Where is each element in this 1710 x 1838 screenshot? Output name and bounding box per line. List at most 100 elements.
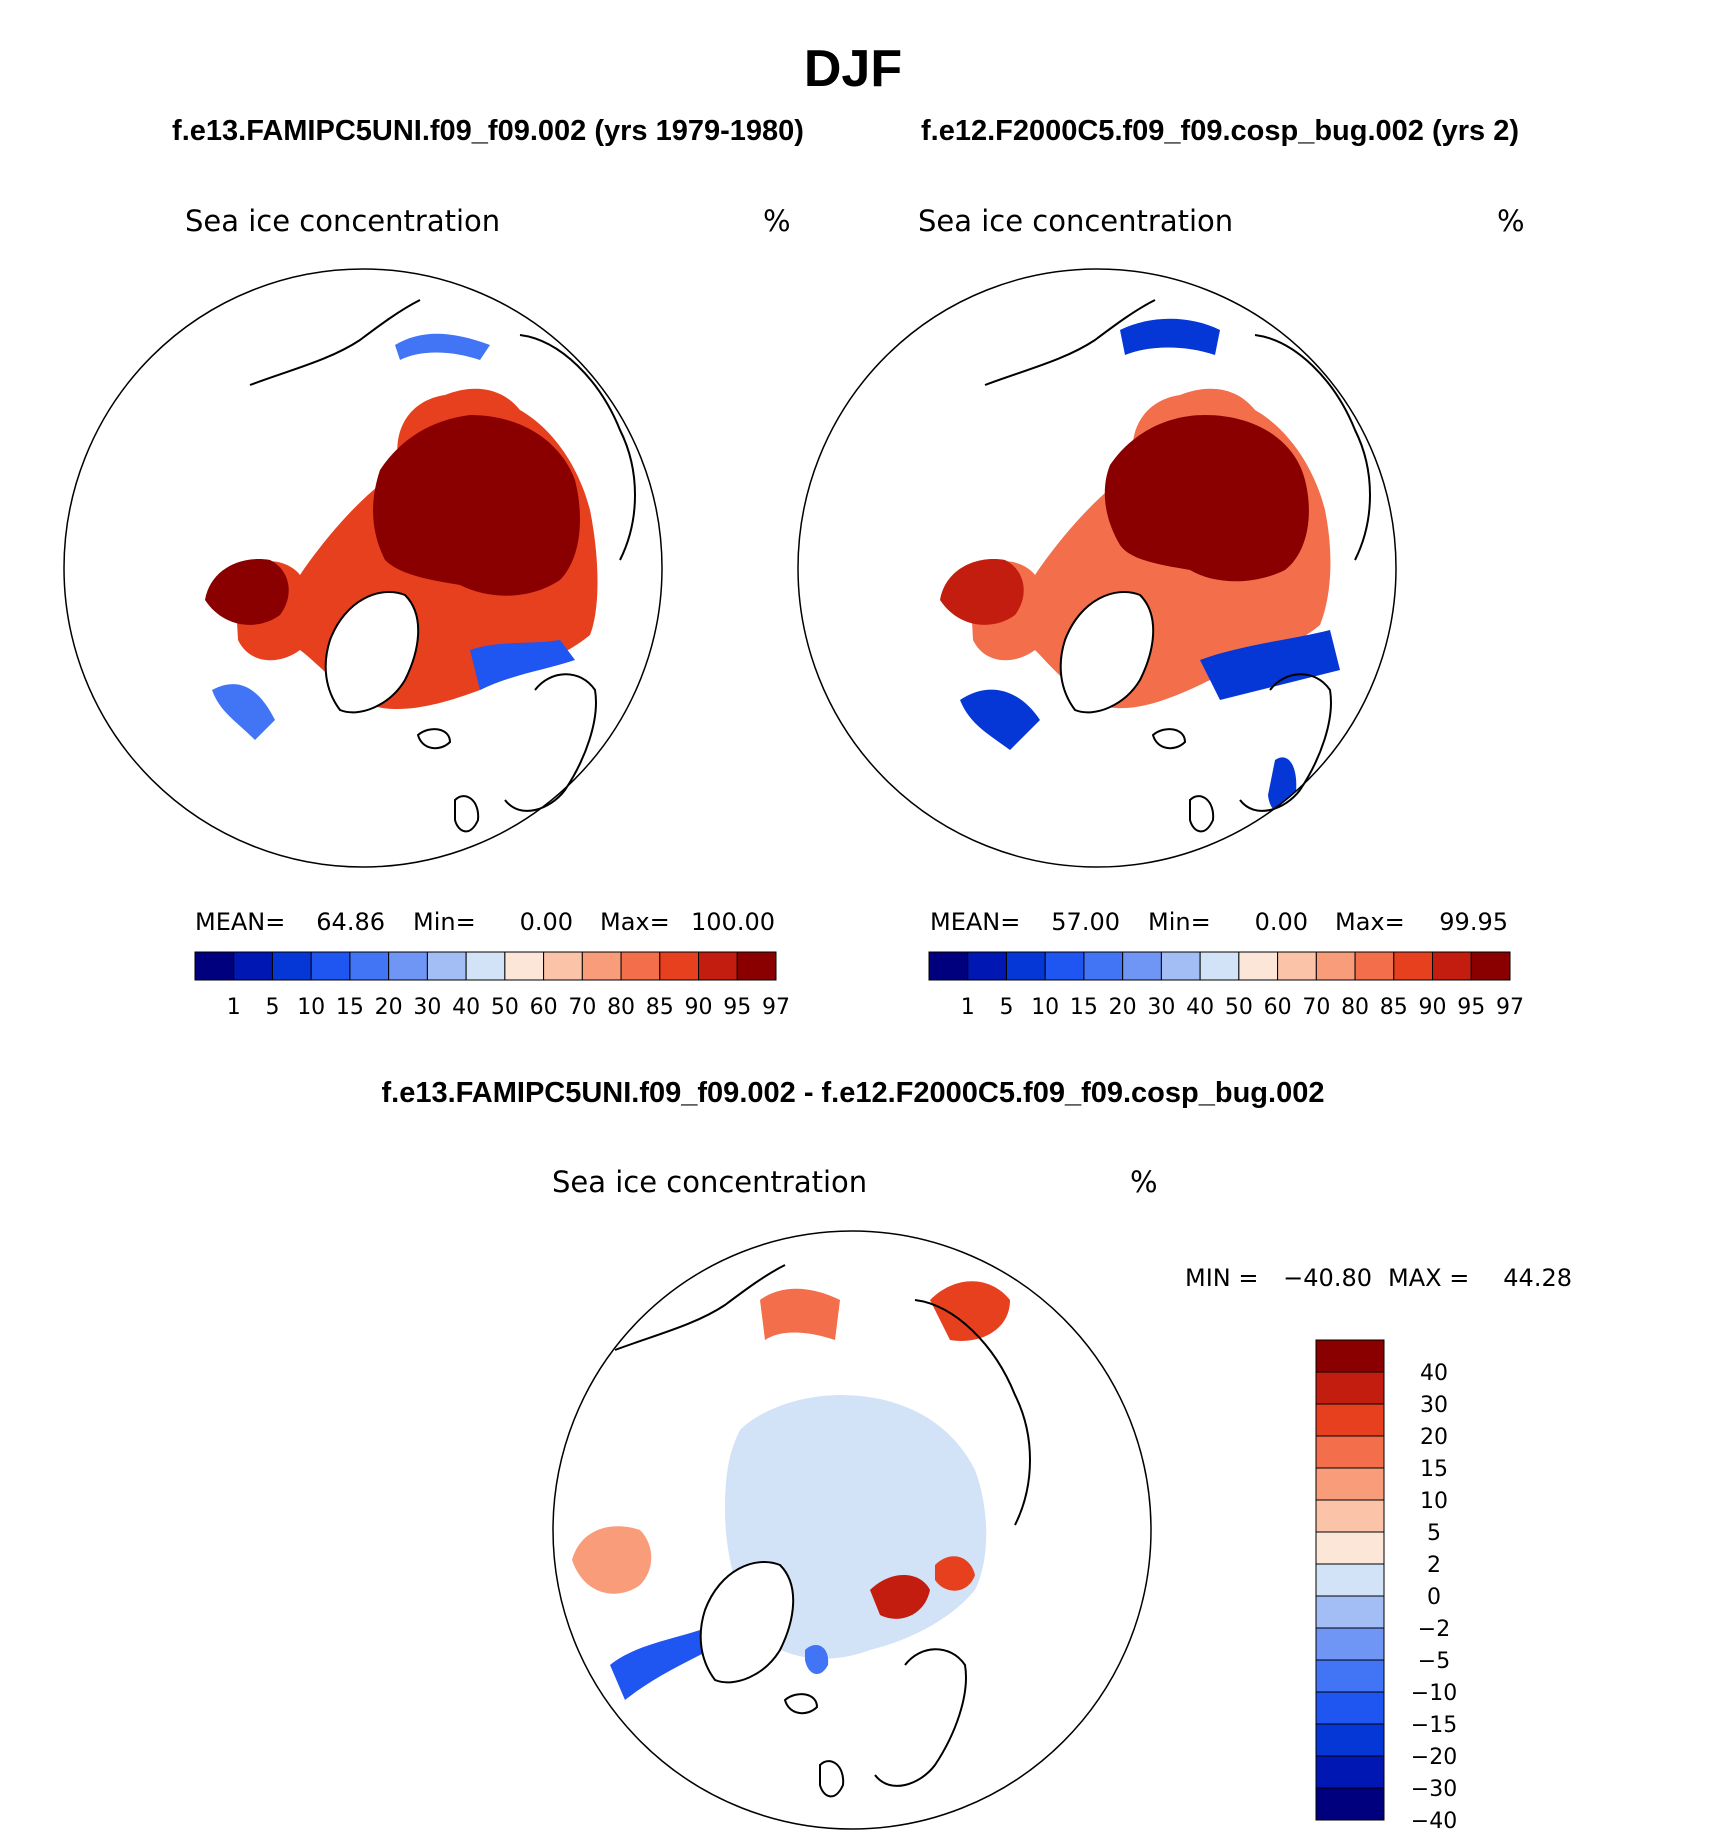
- colorbar-swatch: [1005, 951, 1046, 981]
- colorbar-tick-label: 5: [265, 995, 279, 1020]
- colorbar-tick-label: 5: [1427, 1521, 1441, 1546]
- ice-edge-atlantic: [470, 640, 575, 690]
- colorbar-swatch: [1238, 951, 1279, 981]
- colorbar-swatch: [967, 951, 1007, 981]
- ice-field-core: [373, 415, 580, 596]
- colorbar-swatch: [349, 951, 390, 981]
- colorbar-tick-label: 40: [1420, 1361, 1448, 1386]
- colorbar-tick-label: 0: [1427, 1585, 1441, 1610]
- colorbar-tick-label: 30: [413, 995, 441, 1020]
- colorbar-tick-label: 80: [1341, 995, 1369, 1020]
- colorbar-tick-label: 85: [1380, 995, 1408, 1020]
- panel-1-map: [63, 268, 663, 868]
- panel-2-variable-label: Sea ice concentration: [918, 204, 1233, 238]
- colorbar-swatch: [620, 951, 661, 981]
- colorbar-tick-label: 30: [1420, 1393, 1448, 1418]
- colorbar-tick-label: 90: [1419, 995, 1447, 1020]
- ice-edge-labrador: [960, 689, 1040, 750]
- colorbar-swatch: [1315, 1531, 1385, 1565]
- colorbar-tick-label: −15: [1411, 1713, 1457, 1738]
- min-value: 0.00: [520, 908, 573, 936]
- ice-edge-labrador: [212, 684, 275, 740]
- panel-3-variable-label: Sea ice concentration: [552, 1165, 867, 1199]
- colorbar-swatch: [1315, 1659, 1385, 1693]
- colorbar-tick-label: 1: [961, 995, 975, 1020]
- british-isles-land: [819, 1760, 845, 1798]
- colorbar-tick-label: 95: [1457, 995, 1485, 1020]
- diff-okhotsk-positive: [930, 1281, 1010, 1341]
- alaska-coast: [984, 299, 1156, 386]
- colorbar-tick-label: 85: [646, 995, 674, 1020]
- colorbar-swatch: [1393, 951, 1434, 981]
- colorbar-swatch: [233, 951, 273, 981]
- colorbar-tick-label: −20: [1411, 1745, 1457, 1770]
- greenland-land: [699, 1561, 795, 1684]
- ice-edge-okhotsk: [1335, 297, 1396, 345]
- colorbar-tick-label: 97: [1496, 995, 1524, 1020]
- colorbar-tick-label: −5: [1418, 1649, 1450, 1674]
- diff-bering-positive: [760, 1288, 840, 1340]
- colorbar-swatch: [1315, 1403, 1385, 1437]
- colorbar-swatch: [1470, 951, 1511, 981]
- colorbar-tick-label: 40: [452, 995, 480, 1020]
- colorbar-swatch: [1160, 951, 1201, 981]
- ice-field-core: [1104, 415, 1309, 582]
- colorbar-swatch: [581, 951, 622, 981]
- max-value: 99.95: [1439, 908, 1508, 936]
- colorbar-swatch: [1354, 951, 1395, 981]
- panel-3-units-label: %: [1130, 1165, 1158, 1199]
- colorbar-tick-label: −2: [1418, 1617, 1450, 1642]
- colorbar-swatch: [194, 951, 235, 981]
- colorbar-swatch: [1315, 1723, 1385, 1757]
- colorbar-swatch: [1315, 1371, 1385, 1405]
- colorbar-swatch: [1315, 1339, 1385, 1373]
- mean-label: MEAN=: [930, 908, 1020, 936]
- colorbar-tick-label: 15: [1070, 995, 1098, 1020]
- season-title: DJF: [804, 40, 902, 98]
- max-value: 44.28: [1503, 1264, 1572, 1292]
- panel-1-colorbar: 1 5 10 15 20 30 40 50 60 70 80 85 90 95 97: [194, 951, 790, 1020]
- colorbar-swatch: [1315, 1627, 1385, 1661]
- panel-1-units-label: %: [763, 204, 791, 238]
- panel-1-stats: MEAN= 64.86 Min= 0.00 Max= 100.00: [195, 908, 775, 936]
- scandinavia-land: [874, 1648, 967, 1787]
- max-label: Max=: [600, 908, 670, 936]
- colorbar-tick-label: 20: [1420, 1425, 1448, 1450]
- siberia-coast: [519, 334, 636, 561]
- colorbar-swatch: [928, 951, 969, 981]
- max-value: 100.00: [691, 908, 775, 936]
- scandinavia-land: [504, 673, 597, 812]
- ice-edge-atlantic: [1200, 630, 1340, 700]
- ice-edge-bering: [395, 333, 490, 360]
- colorbar-swatch: [1122, 951, 1162, 981]
- colorbar-tick-label: 20: [1109, 995, 1137, 1020]
- panel-1-map-boundary: [63, 268, 663, 868]
- colorbar-tick-label: 10: [1420, 1489, 1448, 1514]
- colorbar-swatch: [504, 951, 545, 981]
- colorbar-swatch: [736, 951, 777, 981]
- colorbar-tick-label: 60: [530, 995, 558, 1020]
- colorbar-tick-label: 50: [491, 995, 519, 1020]
- colorbar-swatch: [1432, 951, 1472, 981]
- colorbar-swatch: [1315, 1787, 1385, 1821]
- alaska-coast: [249, 299, 421, 386]
- min-label: Min=: [413, 908, 476, 936]
- hudson-bay-ice: [205, 559, 289, 625]
- colorbar-tick-label: 70: [568, 995, 596, 1020]
- colorbar-swatch: [543, 951, 583, 981]
- scandinavia-land: [1239, 673, 1332, 812]
- max-label: MAX =: [1388, 1264, 1469, 1292]
- panel-2-map-boundary: [797, 268, 1397, 868]
- panel-1-case-title: f.e13.FAMIPC5UNI.f09_f09.002 (yrs 1979-1…: [172, 115, 804, 147]
- colorbar-tick-label: 70: [1302, 995, 1330, 1020]
- panel-2-colorbar: 1 5 10 15 20 30 40 50 60 70 80 85 90 95 97: [928, 951, 1524, 1020]
- colorbar-tick-label: 5: [999, 995, 1013, 1020]
- siberia-coast: [1254, 334, 1371, 561]
- colorbar-tick-label: 90: [685, 995, 713, 1020]
- colorbar-tick-label: 97: [762, 995, 790, 1020]
- min-value: 0.00: [1255, 908, 1308, 936]
- siberia-coast: [914, 1299, 1031, 1526]
- colorbar-swatch: [1044, 951, 1085, 981]
- colorbar-tick-label: 15: [1420, 1457, 1448, 1482]
- colorbar-swatch: [1315, 1563, 1385, 1597]
